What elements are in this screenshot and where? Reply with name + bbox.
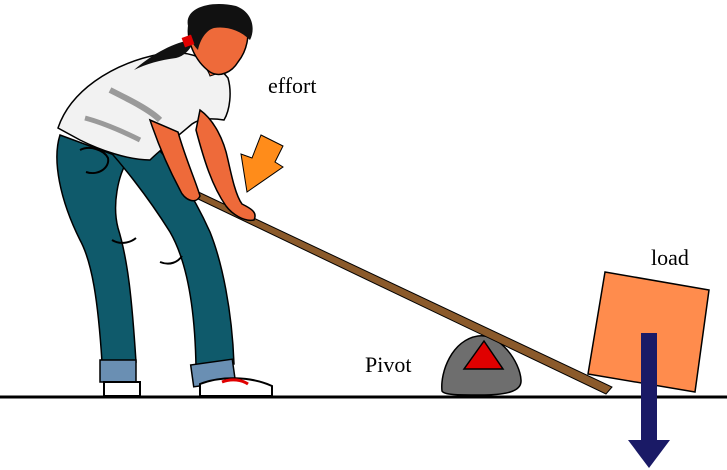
back-arm — [148, 118, 201, 202]
pivot-triangle-icon — [462, 339, 505, 370]
back-leg-cuff — [99, 359, 137, 383]
ponytail — [134, 40, 192, 70]
load-arrow-icon — [628, 333, 670, 468]
effort-arrow-icon — [240, 134, 284, 193]
load-box — [587, 271, 710, 393]
front-shoe — [199, 377, 273, 397]
person-figure — [56, 4, 273, 397]
back-shoe — [103, 381, 141, 397]
load-label: load — [651, 245, 689, 270]
hair — [187, 4, 253, 50]
pivot-label: Pivot — [365, 352, 412, 377]
front-arm — [195, 108, 256, 222]
effort-label: effort — [268, 73, 317, 98]
